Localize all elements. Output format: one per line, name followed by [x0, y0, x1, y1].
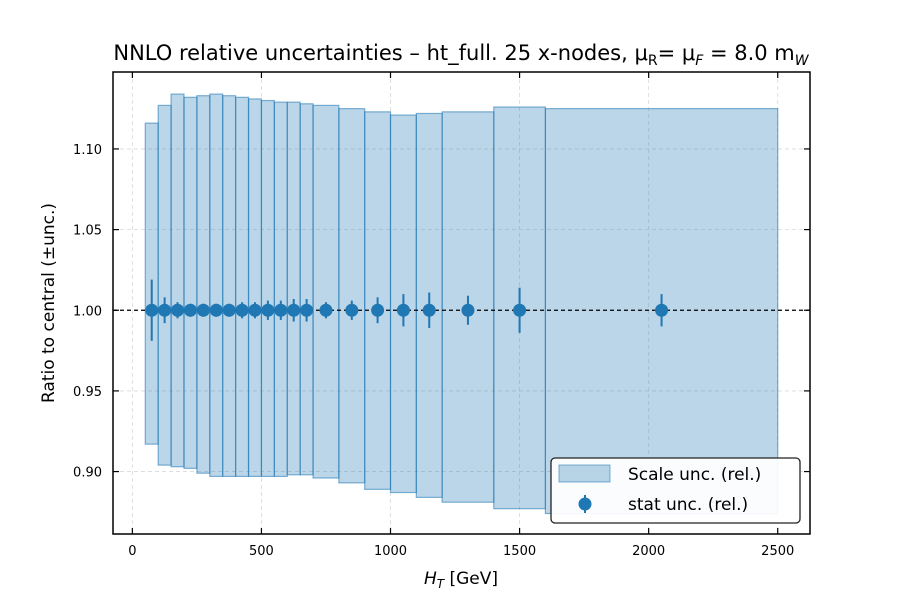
y-tick-label: 1.10 [73, 143, 102, 158]
x-axis-label-sub: T [437, 577, 446, 591]
legend-marker-stat [578, 497, 592, 511]
stat-point [319, 303, 333, 317]
title-sub-r: R [648, 53, 658, 69]
y-tick-label: 0.90 [73, 466, 102, 481]
x-tick-label: 500 [249, 544, 274, 559]
x-tick-label: 2000 [632, 544, 665, 559]
legend-swatch-scale [558, 464, 611, 483]
y-tick-label: 0.95 [73, 385, 102, 400]
scale-band-bin [170, 93, 185, 468]
title-sub-w: W [795, 53, 810, 69]
stat-point [371, 303, 385, 317]
stat-point [222, 303, 236, 317]
scale-band-layer [144, 93, 779, 515]
scale-band-bin [209, 93, 224, 478]
scale-band-bin [286, 101, 301, 476]
y-tick-label: 1.00 [73, 304, 102, 319]
x-tick-label: 1000 [374, 544, 407, 559]
scale-band-bin [493, 106, 546, 510]
y-axis-label: Ratio to central (±unc.) [39, 203, 59, 403]
stat-point [287, 303, 301, 317]
stat-point [158, 303, 172, 317]
stat-point [345, 303, 359, 317]
tick-layer: 0 500 1000 1500 2000 2500 0.90 0.95 1.00 1.05 1.10 [73, 72, 810, 559]
x-axis-label-unit: [GeV] [444, 569, 498, 589]
stat-point [513, 303, 527, 317]
x-axis-label-main: H [424, 569, 437, 589]
title-eq-end: = 8.0 m [703, 41, 794, 65]
scale-band-bin [338, 108, 366, 484]
legend: Scale unc. (rel.) stat unc. (rel.) [550, 457, 801, 524]
stat-point [274, 303, 288, 317]
legend-label-stat: stat unc. (rel.) [628, 495, 748, 515]
x-tick-label: 0 [128, 544, 136, 559]
x-axis-label: HT [GeV] [424, 569, 498, 591]
stat-point [422, 303, 436, 317]
plot-frame [112, 71, 811, 535]
y-tick-label: 1.05 [73, 224, 102, 239]
scale-band-bin [273, 101, 288, 478]
stat-point [461, 303, 475, 317]
stat-point [235, 303, 249, 317]
scale-band-bin [196, 95, 211, 474]
title-eq-mid: = μ [658, 41, 696, 65]
legend-box [550, 457, 801, 524]
scale-band-bin [157, 104, 172, 466]
x-tick-label: 2500 [761, 544, 794, 559]
stat-point [171, 303, 185, 317]
stat-point [196, 303, 210, 317]
stat-point [183, 303, 197, 317]
legend-label-scale: Scale unc. (rel.) [628, 465, 761, 485]
scale-band-bin [247, 98, 263, 478]
stat-point [300, 303, 314, 317]
stat-point [261, 303, 275, 317]
scale-band-bin [312, 104, 340, 479]
stat-point [209, 303, 223, 317]
title-main: NNLO relative uncertainties – ht_full. 2… [113, 41, 647, 66]
stat-points-layer [145, 279, 669, 341]
scale-band-bin [222, 95, 237, 478]
scale-band-bin [235, 96, 250, 478]
stat-point [396, 303, 410, 317]
chart-title: NNLO relative uncertainties – ht_full. 2… [113, 41, 809, 69]
stat-point [248, 303, 262, 317]
x-tick-label: 1500 [503, 544, 536, 559]
title-sub-f: F [695, 53, 704, 69]
scale-band-bin [299, 103, 314, 476]
scale-band-bin [260, 99, 275, 478]
stat-point [655, 303, 669, 317]
scale-band-bin [183, 96, 198, 469]
scale-band-bin [415, 112, 443, 498]
stat-point [145, 303, 159, 317]
